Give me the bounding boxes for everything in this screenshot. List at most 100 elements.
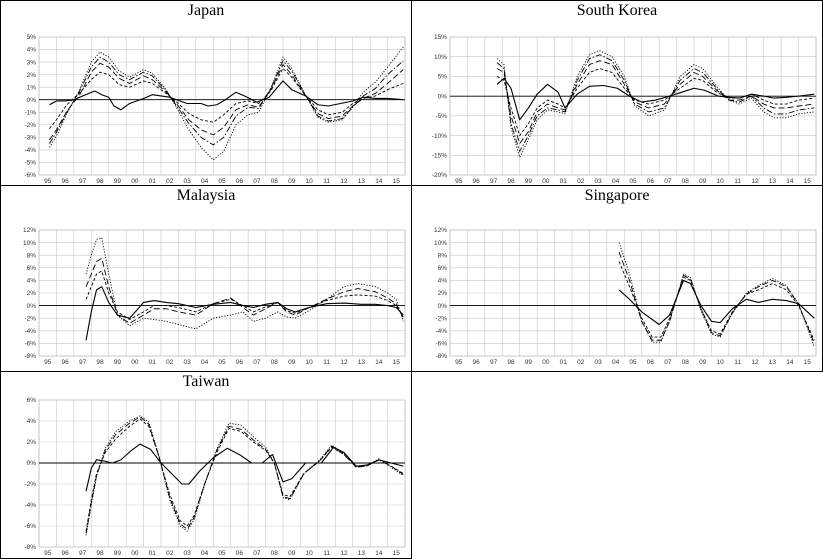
malaysia-x-tick-label: 00 xyxy=(131,359,139,366)
south-korea-y-tick-label: 10% xyxy=(434,54,447,61)
south-korea-x-tick-label: 98 xyxy=(507,178,515,185)
taiwan-y-tick-label: 0% xyxy=(27,460,37,467)
singapore-x-tick-label: 11 xyxy=(734,359,741,366)
japan-x-tick-label: 05 xyxy=(218,178,226,185)
singapore-y-tick-label: -2% xyxy=(435,315,447,322)
japan-x-tick-label: 99 xyxy=(114,178,122,185)
malaysia-y-tick-label: 4% xyxy=(27,278,37,285)
singapore-chart-panel: Singapore 12% 10% 8% 6% 4% 2% 0% -2% -4% -6% -8% 95… xyxy=(411,185,823,372)
south-korea-series-line-3 xyxy=(496,60,815,144)
japan-x-tick-label: 07 xyxy=(253,178,261,185)
japan-chart-panel: Japan 5% 4% 3% 2% 1% 0% -1% -2% -3% -4% -5% -6% 95 96… xyxy=(0,0,412,186)
japan-x-tick-label: 06 xyxy=(236,178,244,185)
japan-x-tick-label: 03 xyxy=(184,178,192,185)
singapore-x-tick-label: 01 xyxy=(560,359,568,366)
malaysia-y-tick-label: 2% xyxy=(27,290,37,297)
singapore-chart-title: Singapore xyxy=(584,187,650,204)
japan-x-tick-label: 11 xyxy=(323,178,330,185)
south-korea-y-tick-label: -20% xyxy=(432,172,447,179)
malaysia-y-tick-label: -8% xyxy=(24,353,36,360)
japan-y-tick-label: 0% xyxy=(27,97,37,104)
taiwan-y-tick-label: -8% xyxy=(24,544,36,551)
japan-x-tick-label: 97 xyxy=(79,178,87,185)
malaysia-x-tick-label: 10 xyxy=(306,359,314,366)
taiwan-y-tick-label: 6% xyxy=(27,397,37,404)
malaysia-y-tick-label: 12% xyxy=(23,227,36,234)
malaysia-y-tick-label: -2% xyxy=(24,315,36,322)
japan-y-tick-label: 4% xyxy=(27,47,37,54)
japan-x-tick-label: 04 xyxy=(201,178,209,185)
south-korea-x-tick-label: 12 xyxy=(751,178,759,185)
malaysia-x-tick-label: 03 xyxy=(184,359,192,366)
south-korea-y-tick-label: 5% xyxy=(438,74,448,81)
japan-x-tick-label: 01 xyxy=(149,178,157,185)
japan-x-tick-label: 12 xyxy=(340,178,348,185)
malaysia-chart-panel: Malaysia 12% 10% 8% 6% 4% 2% 0% -2% -4% -6% -8% 95 9… xyxy=(0,185,412,372)
south-korea-x-tick-label: 99 xyxy=(525,178,533,185)
taiwan-x-tick-label: 98 xyxy=(96,550,104,557)
malaysia-x-tick-label: 97 xyxy=(79,359,87,366)
malaysia-x-tick-label: 07 xyxy=(253,359,261,366)
south-korea-series-line-4 xyxy=(496,54,815,152)
south-korea-chart-panel: South Korea 15% 10% 5% 0% -5% -10% -15% -20% 95 9… xyxy=(411,0,823,186)
taiwan-x-tick-label: 99 xyxy=(114,550,122,557)
singapore-x-tick-label: 00 xyxy=(542,359,550,366)
singapore-x-tick-label: 04 xyxy=(612,359,620,366)
singapore-x-tick-label: 96 xyxy=(473,359,481,366)
south-korea-chart-title: South Korea xyxy=(576,2,658,19)
malaysia-y-tick-label: 0% xyxy=(27,303,37,310)
japan-y-tick-label: -1% xyxy=(24,109,36,116)
japan-plot: 5% 4% 3% 2% 1% 0% -1% -2% -3% -4% -5% -6% 95 96 97 98 99… xyxy=(24,34,406,185)
taiwan-x-tick-label: 08 xyxy=(271,550,279,557)
taiwan-x-tick-label: 95 xyxy=(44,550,52,557)
singapore-x-tick-label: 12 xyxy=(751,359,759,366)
south-korea-x-tick-label: 14 xyxy=(786,178,794,185)
south-korea-plot: 15% 10% 5% 0% -5% -10% -15% -20% 95 96 97 98 99 00 01 0… xyxy=(432,34,817,185)
taiwan-x-tick-label: 06 xyxy=(236,550,244,557)
south-korea-x-tick-label: 13 xyxy=(769,178,777,185)
south-korea-series-line-2 xyxy=(496,68,815,137)
japan-y-tick-label: -4% xyxy=(24,147,36,154)
south-korea-x-tick-label: 02 xyxy=(577,178,585,185)
south-korea-x-tick-label: 09 xyxy=(699,178,707,185)
singapore-plot: 12% 10% 8% 6% 4% 2% 0% -2% -4% -6% -8% 95 96 97 98 99 00… xyxy=(434,227,817,366)
taiwan-x-tick-label: 00 xyxy=(131,550,139,557)
south-korea-x-tick-label: 08 xyxy=(682,178,690,185)
malaysia-x-tick-label: 12 xyxy=(340,359,348,366)
south-korea-y-tick-label: -10% xyxy=(432,133,447,140)
malaysia-x-tick-label: 96 xyxy=(62,359,70,366)
japan-x-tick-label: 14 xyxy=(375,178,383,185)
taiwan-x-tick-label: 03 xyxy=(184,550,192,557)
taiwan-y-tick-label: -4% xyxy=(24,502,36,509)
singapore-series-line-2 xyxy=(618,261,815,341)
taiwan-plot: 6% 4% 2% 0% -2% -4% -6% -8% 95 96 97 98 99 00 01 02 03 04… xyxy=(24,397,406,557)
malaysia-x-tick-label: 15 xyxy=(393,359,401,366)
malaysia-x-tick-label: 95 xyxy=(44,359,52,366)
singapore-series-line-3 xyxy=(618,251,815,344)
malaysia-x-tick-label: 14 xyxy=(375,359,383,366)
singapore-y-tick-label: -6% xyxy=(435,341,447,348)
japan-y-tick-label: -3% xyxy=(24,135,36,142)
japan-y-tick-label: 1% xyxy=(27,84,37,91)
south-korea-x-tick-label: 06 xyxy=(647,178,655,185)
taiwan-series-line-2 xyxy=(85,418,404,532)
singapore-x-tick-label: 03 xyxy=(595,359,603,366)
singapore-y-tick-label: 0% xyxy=(438,303,448,310)
taiwan-y-tick-label: -6% xyxy=(24,523,36,530)
malaysia-series-line-1 xyxy=(85,286,404,341)
south-korea-x-tick-label: 03 xyxy=(595,178,603,185)
singapore-y-tick-label: 2% xyxy=(438,290,448,297)
japan-x-tick-label: 00 xyxy=(131,178,139,185)
south-korea-y-tick-label: -5% xyxy=(435,113,447,120)
taiwan-y-tick-label: 2% xyxy=(27,439,37,446)
malaysia-y-tick-label: 10% xyxy=(23,240,36,247)
malaysia-x-tick-label: 11 xyxy=(323,359,330,366)
taiwan-x-tick-label: 96 xyxy=(62,550,70,557)
malaysia-x-tick-label: 02 xyxy=(166,359,174,366)
taiwan-x-tick-label: 02 xyxy=(166,550,174,557)
japan-x-tick-label: 10 xyxy=(306,178,314,185)
south-korea-series-line-5 xyxy=(496,50,815,158)
south-korea-x-tick-label: 95 xyxy=(455,178,463,185)
south-korea-x-tick-label: 05 xyxy=(629,178,637,185)
japan-series-line-2 xyxy=(49,67,404,129)
